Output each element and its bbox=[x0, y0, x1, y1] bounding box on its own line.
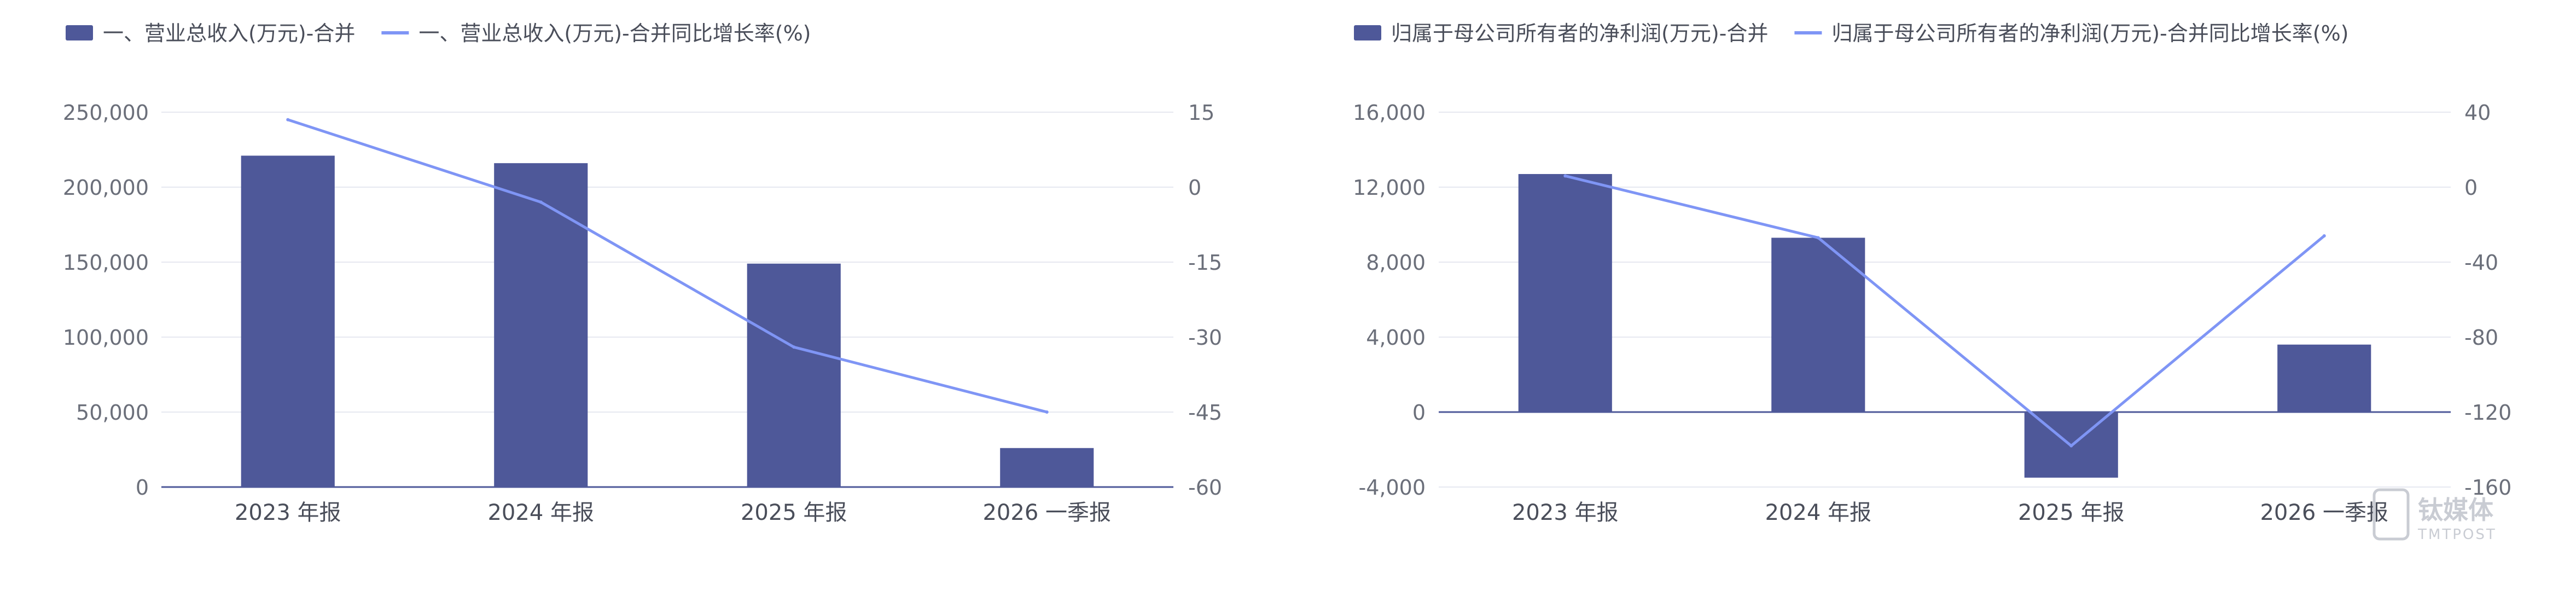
legend-bar-swatch bbox=[66, 25, 93, 40]
revenue-chart: 0 50,000 100,000 150,000 200,000 250,000 -60 -4… bbox=[63, 21, 1222, 525]
bar[interactable] bbox=[1000, 448, 1094, 487]
x-axis-tick-label: 2025 年报 bbox=[2018, 500, 2125, 525]
growth-rate-line[interactable] bbox=[1565, 176, 2324, 445]
legend-bar-label[interactable]: 一、营业总收入(万元)-合并 bbox=[103, 21, 355, 45]
right-axis-tick-label: 0 bbox=[2464, 176, 2478, 200]
left-axis-tick-label: 0 bbox=[136, 476, 149, 500]
line-point[interactable] bbox=[286, 118, 289, 121]
x-axis-tick-label: 2023 年报 bbox=[1512, 500, 1619, 525]
line-point[interactable] bbox=[2069, 444, 2073, 448]
right-axis-tick-label: 0 bbox=[1188, 176, 1201, 200]
legend-bar-swatch bbox=[1354, 25, 1381, 40]
left-axis-tick-label: 50,000 bbox=[76, 401, 149, 425]
watermark-sub: TMTPOST bbox=[2417, 526, 2497, 543]
left-axis-tick-label: 0 bbox=[1412, 401, 1426, 425]
x-axis-tick-label: 2025 年报 bbox=[741, 500, 847, 525]
right-axis-tick-label: -45 bbox=[1188, 401, 1222, 425]
left-axis-tick-label: 4,000 bbox=[1366, 326, 1426, 350]
line-point[interactable] bbox=[1817, 236, 1820, 239]
bar[interactable] bbox=[747, 264, 841, 487]
line-point[interactable] bbox=[1563, 174, 1567, 177]
right-axis-tick-label: -40 bbox=[2464, 251, 2498, 275]
line-point[interactable] bbox=[1045, 410, 1049, 414]
right-axis-tick-label: 40 bbox=[2464, 101, 2491, 125]
left-axis-tick-label: -4,000 bbox=[1359, 476, 1426, 500]
x-axis-tick-label: 2024 年报 bbox=[1765, 500, 1871, 525]
left-axis-tick-label: 12,000 bbox=[1353, 176, 1426, 200]
legend-bar-label[interactable]: 归属于母公司所有者的净利润(万元)-合并 bbox=[1391, 21, 1768, 45]
x-axis-tick-label: 2026 一季报 bbox=[2260, 500, 2388, 525]
bar[interactable] bbox=[1519, 174, 1612, 412]
left-axis-tick-label: 16,000 bbox=[1353, 101, 1426, 125]
legend-line-label[interactable]: 归属于母公司所有者的净利润(万元)-合并同比增长率(%) bbox=[1831, 21, 2348, 45]
line-point[interactable] bbox=[2323, 234, 2326, 237]
x-axis-tick-label: 2024 年报 bbox=[487, 500, 594, 525]
left-axis-tick-label: 200,000 bbox=[63, 176, 149, 200]
bar[interactable] bbox=[2277, 345, 2371, 412]
right-axis-tick-label: -30 bbox=[1188, 326, 1222, 350]
bar[interactable] bbox=[241, 155, 335, 487]
left-axis-tick-label: 8,000 bbox=[1366, 251, 1426, 275]
right-axis-tick-label: -80 bbox=[2464, 326, 2498, 350]
x-axis-tick-label: 2023 年报 bbox=[235, 500, 341, 525]
growth-rate-line[interactable] bbox=[288, 120, 1047, 412]
left-axis-tick-label: 100,000 bbox=[63, 326, 149, 350]
bar[interactable] bbox=[494, 163, 588, 487]
watermark-brand: 钛媒体 bbox=[2418, 495, 2493, 525]
right-axis-tick-label: 15 bbox=[1188, 101, 1214, 125]
line-point[interactable] bbox=[539, 200, 543, 204]
line-point[interactable] bbox=[792, 345, 795, 349]
right-axis-tick-label: -15 bbox=[1188, 251, 1222, 275]
net-profit-chart: -4,00004,0008,00012,00016,000-160-120-80… bbox=[1353, 21, 2511, 525]
left-axis-tick-label: 150,000 bbox=[63, 251, 149, 275]
left-axis-tick-label: 250,000 bbox=[63, 101, 149, 125]
right-axis-tick-label: -120 bbox=[2464, 401, 2511, 425]
legend-line-label[interactable]: 一、营业总收入(万元)-合并同比增长率(%) bbox=[418, 21, 811, 45]
x-axis-tick-label: 2026 一季报 bbox=[982, 500, 1111, 525]
right-axis-tick-label: -60 bbox=[1188, 476, 1222, 500]
